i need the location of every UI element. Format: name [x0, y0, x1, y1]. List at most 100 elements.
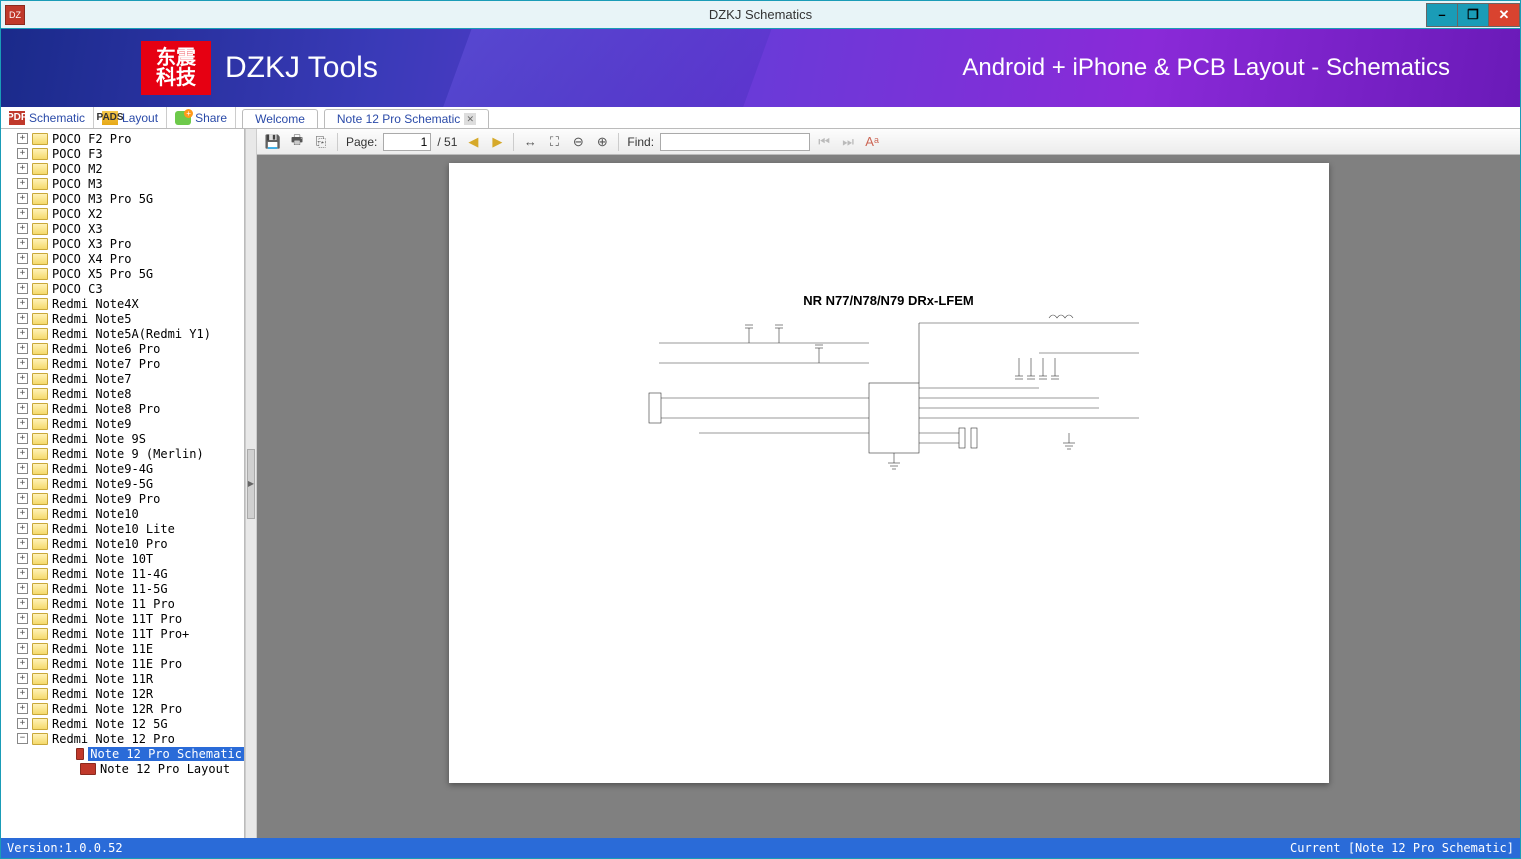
tree-item[interactable]: +Redmi Note6 Pro: [3, 341, 244, 356]
tree-item[interactable]: +POCO X2: [3, 206, 244, 221]
tree-item[interactable]: +Redmi Note 12 5G: [3, 716, 244, 731]
tree-item[interactable]: +POCO C3: [3, 281, 244, 296]
tree-item[interactable]: +Redmi Note 11-5G: [3, 581, 244, 596]
expand-icon[interactable]: +: [17, 388, 28, 399]
fit-width-button[interactable]: ↔: [520, 132, 540, 152]
expand-icon[interactable]: +: [17, 493, 28, 504]
expand-icon[interactable]: +: [17, 568, 28, 579]
tree-item[interactable]: +Redmi Note9: [3, 416, 244, 431]
tree-view[interactable]: +POCO F2 Pro+POCO F3+POCO M2+POCO M3+POC…: [1, 129, 244, 838]
expand-icon[interactable]: +: [17, 298, 28, 309]
tree-item[interactable]: +POCO F3: [3, 146, 244, 161]
tree-item[interactable]: +Redmi Note4X: [3, 296, 244, 311]
tree-item[interactable]: +Redmi Note 9 (Merlin): [3, 446, 244, 461]
expand-icon[interactable]: +: [17, 628, 28, 639]
find-prev-button[interactable]: ⏮: [814, 132, 834, 152]
tree-item[interactable]: +Redmi Note 11T Pro: [3, 611, 244, 626]
expand-icon[interactable]: +: [17, 418, 28, 429]
tree-item[interactable]: +Redmi Note7 Pro: [3, 356, 244, 371]
close-button[interactable]: ✕: [1488, 3, 1520, 27]
expand-icon[interactable]: +: [17, 523, 28, 534]
expand-icon[interactable]: +: [17, 478, 28, 489]
maximize-button[interactable]: ❐: [1457, 3, 1489, 27]
zoom-out-button[interactable]: ⊖: [568, 132, 588, 152]
tree-item[interactable]: +Redmi Note10 Lite: [3, 521, 244, 536]
expand-icon[interactable]: +: [17, 373, 28, 384]
expand-icon[interactable]: +: [17, 448, 28, 459]
tree-item[interactable]: +Redmi Note5: [3, 311, 244, 326]
expand-icon[interactable]: +: [17, 673, 28, 684]
expand-icon[interactable]: +: [17, 208, 28, 219]
tree-item[interactable]: +Redmi Note 11E: [3, 641, 244, 656]
tree-item[interactable]: +Redmi Note8: [3, 386, 244, 401]
tree-item[interactable]: +Redmi Note5A(Redmi Y1): [3, 326, 244, 341]
find-options-button[interactable]: Aᵃ: [862, 132, 882, 152]
expand-icon[interactable]: +: [17, 658, 28, 669]
next-page-button[interactable]: ▶: [487, 132, 507, 152]
doctab-close-icon[interactable]: ✕: [464, 113, 476, 125]
tree-item[interactable]: +Redmi Note10 Pro: [3, 536, 244, 551]
expand-icon[interactable]: +: [17, 253, 28, 264]
tree-item[interactable]: +Redmi Note 11 Pro: [3, 596, 244, 611]
tree-item[interactable]: +Redmi Note 10T: [3, 551, 244, 566]
copy-button[interactable]: ⎘: [311, 132, 331, 152]
tab-schematic[interactable]: PDF Schematic: [1, 107, 94, 128]
tree-item[interactable]: +POCO X4 Pro: [3, 251, 244, 266]
expand-icon[interactable]: +: [17, 463, 28, 474]
expand-icon[interactable]: +: [17, 703, 28, 714]
tree-item[interactable]: −Redmi Note 12 Pro: [3, 731, 244, 746]
tree-item[interactable]: +Redmi Note7: [3, 371, 244, 386]
expand-icon[interactable]: +: [17, 148, 28, 159]
splitter[interactable]: ▶: [245, 129, 257, 838]
expand-icon[interactable]: +: [17, 433, 28, 444]
zoom-in-button[interactable]: ⊕: [592, 132, 612, 152]
tree-item[interactable]: +POCO M3: [3, 176, 244, 191]
canvas[interactable]: NR N77/N78/N79 DRx-LFEM: [257, 155, 1520, 838]
expand-icon[interactable]: +: [17, 223, 28, 234]
expand-icon[interactable]: +: [17, 643, 28, 654]
tree-item[interactable]: +Redmi Note 12R: [3, 686, 244, 701]
expand-icon[interactable]: +: [17, 598, 28, 609]
expand-icon[interactable]: +: [17, 553, 28, 564]
tab-share[interactable]: Share: [167, 107, 236, 128]
expand-icon[interactable]: +: [17, 343, 28, 354]
expand-icon[interactable]: +: [17, 133, 28, 144]
expand-icon[interactable]: +: [17, 403, 28, 414]
print-button[interactable]: 🖶: [287, 132, 307, 152]
tree-child-item[interactable]: ·Note 12 Pro Schematic: [3, 746, 244, 761]
tree-item[interactable]: +POCO X3: [3, 221, 244, 236]
tree-item[interactable]: +Redmi Note9-5G: [3, 476, 244, 491]
tree-item[interactable]: +POCO M3 Pro 5G: [3, 191, 244, 206]
prev-page-button[interactable]: ◀: [463, 132, 483, 152]
doctab-current[interactable]: Note 12 Pro Schematic ✕: [324, 109, 489, 128]
save-button[interactable]: 💾: [263, 132, 283, 152]
expand-icon[interactable]: +: [17, 283, 28, 294]
expand-icon[interactable]: +: [17, 358, 28, 369]
page-input[interactable]: [383, 133, 431, 151]
tree-item[interactable]: +Redmi Note 9S: [3, 431, 244, 446]
tree-item[interactable]: +Redmi Note 11-4G: [3, 566, 244, 581]
tree-item[interactable]: +Redmi Note 11T Pro+: [3, 626, 244, 641]
expand-icon[interactable]: +: [17, 328, 28, 339]
expand-icon[interactable]: +: [17, 163, 28, 174]
tree-child-item[interactable]: ·Note 12 Pro Layout: [3, 761, 244, 776]
expand-icon[interactable]: +: [17, 313, 28, 324]
tree-item[interactable]: +Redmi Note 11E Pro: [3, 656, 244, 671]
collapse-icon[interactable]: −: [17, 733, 28, 744]
expand-icon[interactable]: +: [17, 538, 28, 549]
tree-item[interactable]: +POCO X3 Pro: [3, 236, 244, 251]
expand-icon[interactable]: +: [17, 268, 28, 279]
tree-item[interactable]: +Redmi Note10: [3, 506, 244, 521]
tree-item[interactable]: +Redmi Note9-4G: [3, 461, 244, 476]
doctab-welcome[interactable]: Welcome: [242, 109, 318, 128]
expand-icon[interactable]: +: [17, 718, 28, 729]
tree-item[interactable]: +POCO X5 Pro 5G: [3, 266, 244, 281]
expand-icon[interactable]: +: [17, 613, 28, 624]
tree-item[interactable]: +Redmi Note9 Pro: [3, 491, 244, 506]
tree-item[interactable]: +POCO M2: [3, 161, 244, 176]
minimize-button[interactable]: –: [1426, 3, 1458, 27]
expand-icon[interactable]: +: [17, 508, 28, 519]
find-input[interactable]: [660, 133, 810, 151]
expand-icon[interactable]: +: [17, 688, 28, 699]
tree-item[interactable]: +Redmi Note 12R Pro: [3, 701, 244, 716]
